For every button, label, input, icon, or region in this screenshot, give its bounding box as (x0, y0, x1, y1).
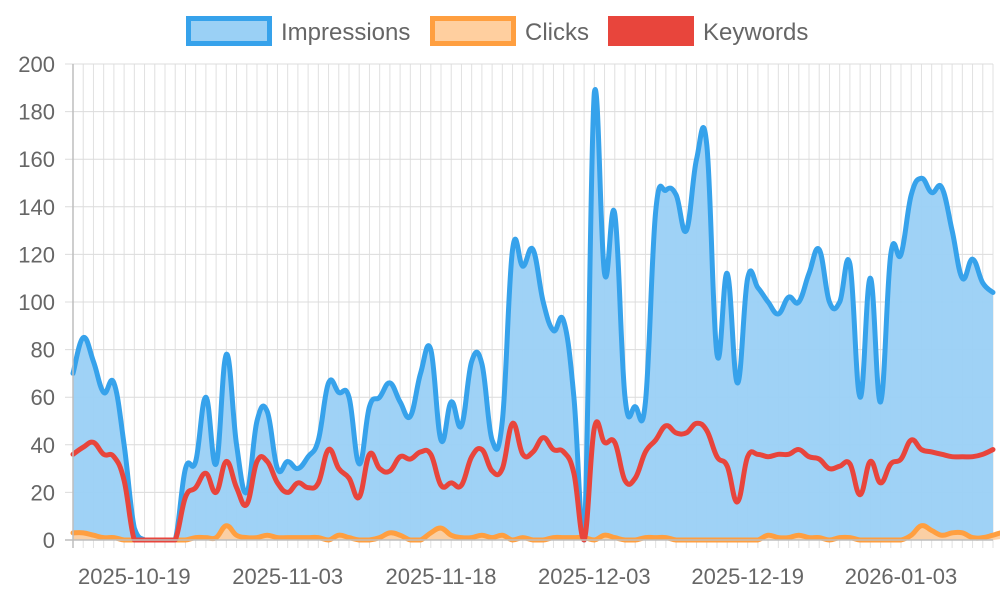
series-areas (73, 89, 1000, 541)
series-area-impressions (73, 89, 993, 541)
legend-item-keywords[interactable]: Keywords (608, 16, 809, 47)
x-tick-label: 2025-11-18 (386, 564, 497, 589)
y-tick-label: 200 (18, 52, 55, 77)
legend-swatch-impressions (186, 16, 272, 46)
y-tick-label: 80 (31, 338, 55, 363)
legend-label-clicks: Clicks (525, 19, 589, 46)
y-tick-label: 40 (31, 433, 55, 458)
legend-label-keywords: Keywords (703, 19, 808, 46)
y-tick-label: 120 (18, 242, 55, 267)
x-tick-label: 2025-12-19 (691, 564, 804, 589)
x-tick-label: 2026-01-03 (845, 564, 958, 589)
y-tick-label: 140 (18, 195, 55, 220)
y-tick-label: 100 (18, 290, 55, 315)
legend-label-impressions: Impressions (281, 19, 410, 46)
x-tick-label: 2025-10-19 (78, 564, 191, 589)
series-line-impressions (70, 87, 996, 543)
legend[interactable]: Impressions Clicks Keywords (186, 16, 809, 47)
series-line-keywords (70, 419, 996, 543)
x-tick-label: 2025-12-03 (538, 564, 651, 589)
x-tick-label: 2025-11-03 (232, 564, 343, 589)
y-tick-label: 0 (43, 528, 55, 553)
axes (65, 64, 993, 548)
legend-item-impressions[interactable]: Impressions (186, 16, 411, 47)
y-tick-label: 160 (18, 147, 55, 172)
legend-swatch-keywords (608, 16, 694, 46)
y-tick-label: 20 (31, 480, 55, 505)
y-tick-label: 60 (31, 385, 55, 410)
y-tick-label: 180 (18, 100, 55, 125)
y-axis-ticks: 0 20 40 60 80 100 120 140 160 180 200 (18, 52, 55, 553)
x-axis-ticks: 2025-10-19 2025-11-03 2025-11-18 2025-12-03… (78, 564, 957, 589)
legend-swatch-clicks (430, 16, 516, 46)
legend-item-clicks[interactable]: Clicks (430, 16, 590, 47)
